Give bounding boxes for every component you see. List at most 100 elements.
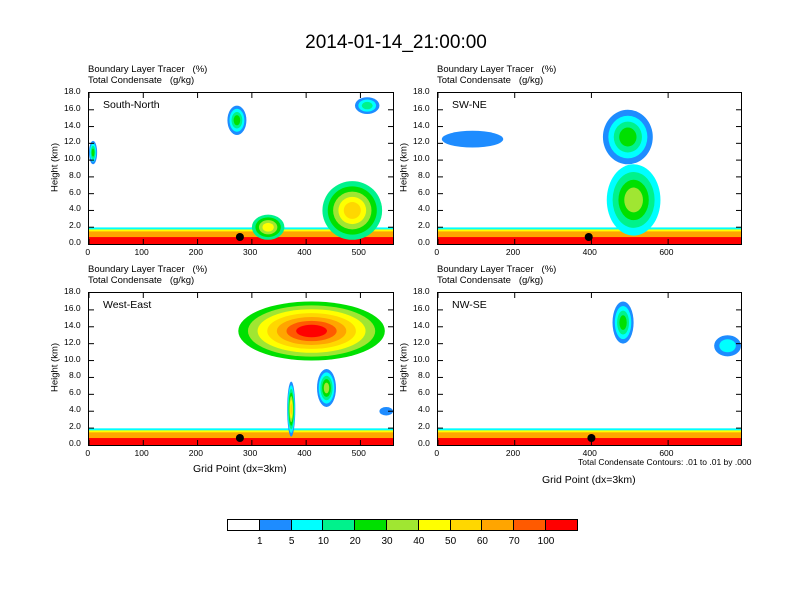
colorbar-label: 60: [476, 536, 488, 547]
feature-layer: [619, 315, 627, 330]
y-tick-label: 14.0: [64, 119, 81, 130]
subtitle-line1: Boundary Layer Tracer (%): [437, 64, 557, 75]
nw-se-plot: NW-SE: [437, 292, 742, 446]
x-tick-label: 300: [243, 247, 258, 257]
feature-sw-ne-3: [606, 164, 661, 236]
y-tick-label: 4.0: [69, 404, 81, 415]
sw-ne-plot: SW-NE: [437, 92, 742, 245]
subtitle-line1: Boundary Layer Tracer (%): [88, 64, 208, 75]
feature-south-north-1: [89, 140, 98, 165]
colorbar-swatch: [386, 520, 419, 530]
feature-layer: [290, 403, 293, 415]
y-tick-label: 12.0: [413, 336, 430, 347]
x-tick-label: 0: [85, 448, 91, 458]
y-tick-label: 8.0: [418, 370, 430, 381]
feature-sw-ne-2: [602, 109, 653, 165]
colorbar-swatch: [418, 520, 451, 530]
west-east-label: West-East: [103, 299, 152, 311]
colorbar-swatch: [450, 520, 483, 530]
location-marker: [584, 233, 593, 241]
x-tick-label: 400: [582, 247, 597, 257]
x-tick-label: 500: [351, 247, 366, 257]
y-tick-label: 0.0: [69, 237, 81, 247]
y-axis-label: Height (km): [398, 142, 410, 192]
south-north-canvas: [89, 93, 393, 244]
x-tick-label: 100: [134, 448, 149, 458]
x-tick-label: 600: [659, 448, 674, 458]
y-tick-label: 10.0: [64, 153, 81, 164]
feature-layer: [91, 148, 95, 157]
y-tick-label: 8.0: [69, 370, 81, 381]
subtitle-line2: Total Condensate (g/kg): [437, 75, 544, 86]
feature-south-north-2: [227, 105, 247, 135]
x-tick-label: 300: [243, 448, 258, 458]
y-tick-label: 8.0: [418, 169, 430, 180]
y-tick-label: 18.0: [413, 86, 430, 96]
location-marker: [235, 434, 244, 442]
feature-sw-ne-1: [441, 130, 504, 148]
y-tick-label: 10.0: [413, 153, 430, 164]
colorbar-swatch: [355, 520, 387, 530]
bl-band-core: [438, 438, 741, 445]
subtitle-line2: Total Condensate (g/kg): [437, 275, 544, 286]
panel-subtitle: Boundary Layer Tracer (%) Total Condensa…: [437, 64, 556, 86]
y-tick-label: 0.0: [69, 438, 81, 448]
location-marker: [235, 233, 244, 241]
y-tick-label: 16.0: [64, 102, 81, 113]
y-axis-label: Height (km): [398, 342, 410, 393]
y-tick-label: 4.0: [418, 203, 430, 214]
subtitle-line1: Boundary Layer Tracer (%): [88, 264, 208, 275]
x-axis-label-nw-se: Grid Point (dx=3km): [542, 474, 636, 486]
feature-west-east-2: [287, 381, 296, 437]
y-tick-label: 16.0: [413, 102, 430, 113]
y-tick-label: 2.0: [418, 421, 430, 432]
west-east-canvas: [89, 293, 393, 445]
x-tick-label: 200: [188, 448, 203, 458]
contour-note: Total Condensate Contours: .01 to .01 by…: [578, 457, 752, 467]
colorbar-label: 100: [537, 536, 555, 547]
colorbar: [227, 519, 578, 531]
y-tick-label: 2.0: [418, 220, 430, 231]
x-tick-label: 200: [505, 448, 521, 458]
sw-ne-canvas: [438, 93, 741, 244]
feature-layer: [361, 101, 373, 110]
y-tick-label: 18.0: [413, 286, 430, 296]
y-axis-label: Height (km): [49, 342, 61, 393]
y-tick-label: 14.0: [64, 319, 81, 330]
feature-south-north-3: [355, 97, 380, 114]
colorbar-swatch: [259, 520, 292, 530]
y-tick-label: 0.0: [418, 237, 430, 247]
colorbar-swatch: [291, 520, 324, 530]
colorbar-label: 30: [381, 536, 393, 547]
y-tick-label: 18.0: [64, 86, 81, 96]
feature-layer: [343, 202, 361, 219]
colorbar-label: 70: [508, 536, 520, 547]
nw-se-label: NW-SE: [452, 299, 487, 311]
colorbar-label: 40: [413, 536, 425, 547]
y-tick-label: 8.0: [69, 169, 81, 180]
subtitle-line2: Total Condensate (g/kg): [88, 275, 195, 286]
subtitle-line2: Total Condensate (g/kg): [88, 75, 195, 86]
feature-layer: [379, 407, 393, 416]
y-tick-label: 6.0: [418, 387, 430, 398]
south-north-plot: South-North: [88, 92, 394, 245]
feature-nw-se-2: [714, 335, 741, 357]
x-tick-label: 0: [85, 247, 91, 257]
colorbar-label: 10: [317, 536, 329, 547]
colorbar-swatch: [482, 520, 515, 530]
feature-layer: [233, 115, 241, 126]
feature-west-east-1: [238, 301, 385, 361]
x-tick-label: 400: [297, 247, 312, 257]
feature-south-north-5: [322, 181, 383, 240]
y-tick-label: 18.0: [64, 286, 81, 296]
south-north-label: South-North: [103, 99, 160, 111]
y-tick-label: 2.0: [69, 220, 81, 231]
subtitle-line1: Boundary Layer Tracer (%): [437, 264, 557, 275]
colorbar-label: 1: [257, 536, 263, 547]
y-axis-label: Height (km): [49, 142, 61, 192]
panel-subtitle: Boundary Layer Tracer (%) Total Condensa…: [88, 264, 207, 286]
y-tick-label: 12.0: [64, 136, 81, 147]
colorbar-swatch: [514, 520, 546, 530]
feature-south-north-4: [251, 214, 285, 240]
panel-subtitle: Boundary Layer Tracer (%) Total Condensa…: [437, 264, 556, 286]
